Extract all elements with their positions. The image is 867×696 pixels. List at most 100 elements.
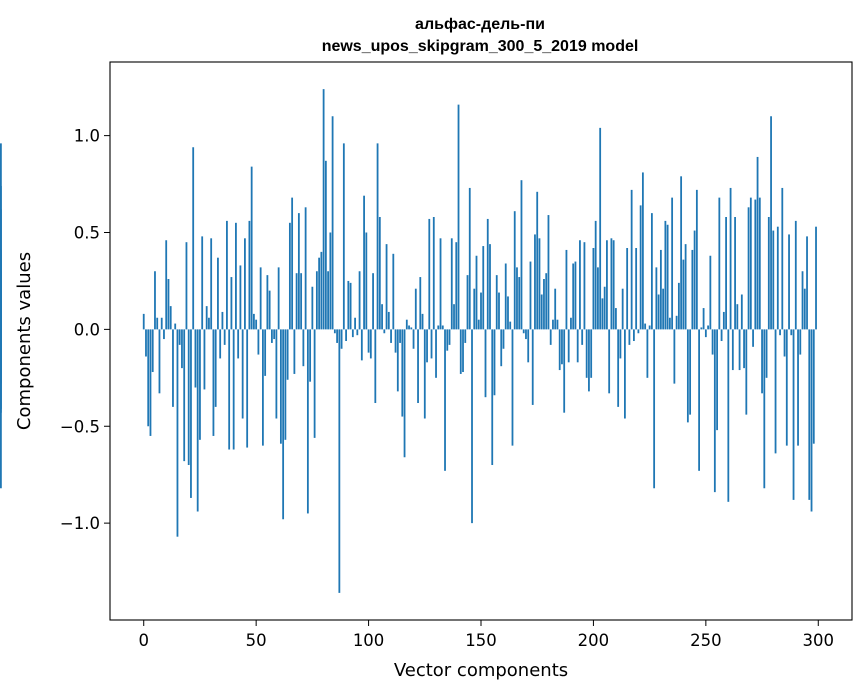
bar-174 — [534, 234, 536, 330]
bar-127 — [428, 218, 431, 330]
bar-76 — [313, 329, 316, 438]
bar-200 — [592, 248, 595, 330]
bar-298 — [812, 329, 815, 444]
bar-18 — [183, 329, 186, 462]
bar-211 — [617, 329, 620, 407]
bar-39 — [230, 277, 233, 330]
plot-frame — [109, 61, 853, 621]
bar-48 — [250, 166, 253, 330]
bar-16 — [178, 329, 181, 345]
bar-250 — [704, 329, 707, 338]
bar-255 — [716, 329, 718, 431]
bar-189 — [567, 329, 570, 363]
bar-292 — [799, 329, 802, 355]
bar-62 — [282, 329, 285, 520]
bar-223 — [644, 323, 647, 330]
bar-70 — [300, 273, 303, 330]
bar-66 — [291, 197, 294, 330]
bar-47 — [248, 220, 251, 330]
bar-204 — [601, 298, 604, 330]
bar-50 — [255, 319, 258, 330]
bar-103 — [374, 329, 377, 404]
bar-77 — [315, 271, 318, 330]
bar-285 — [783, 329, 786, 357]
bar-105 — [378, 217, 381, 330]
bar-295 — [806, 236, 808, 330]
bar-44 — [241, 329, 244, 419]
bar-160 — [502, 329, 505, 349]
bar-64 — [286, 329, 289, 380]
bar-109 — [387, 311, 390, 330]
bar-256 — [718, 197, 721, 330]
bar-96 — [358, 271, 361, 330]
bar-185 — [558, 329, 561, 371]
bar-157 — [495, 275, 498, 330]
bar-177 — [540, 294, 543, 330]
bar-151 — [482, 246, 485, 330]
bar-218 — [633, 329, 635, 342]
bar-199 — [590, 329, 593, 378]
bar-73 — [306, 329, 309, 514]
bar-138 — [453, 304, 455, 330]
bar-79 — [320, 251, 323, 330]
bar-63 — [284, 329, 287, 440]
bar-117 — [405, 319, 408, 330]
bar-208 — [610, 238, 613, 330]
bar-262 — [731, 329, 734, 371]
bar-150 — [480, 292, 482, 330]
bar-149 — [477, 319, 480, 330]
bar-33 — [217, 257, 219, 330]
bar-32 — [214, 329, 217, 407]
bar-180 — [547, 215, 550, 330]
bar-161 — [504, 263, 507, 330]
bar-206 — [606, 240, 608, 330]
bar-229 — [657, 294, 660, 330]
bar-252 — [709, 255, 712, 330]
bar-141 — [459, 329, 462, 374]
bar-undefined — [0, 329, 2, 413]
bar-234 — [668, 317, 671, 330]
bar-140 — [457, 104, 460, 330]
bar-61 — [279, 329, 282, 444]
bar-87 — [338, 329, 341, 593]
bar-136 — [448, 329, 451, 345]
bar-102 — [372, 273, 374, 330]
bar-264 — [736, 304, 739, 330]
bar-258 — [722, 311, 725, 330]
bar-282 — [776, 226, 779, 330]
bar-187 — [563, 329, 566, 413]
bar-182 — [552, 319, 554, 330]
bar-158 — [498, 292, 500, 330]
bar-142 — [462, 329, 464, 373]
bar-241 — [684, 244, 687, 330]
bar-147 — [473, 288, 476, 330]
bar-101 — [369, 329, 372, 359]
bar-131 — [437, 325, 440, 330]
bar-97 — [360, 329, 363, 361]
bar-118 — [408, 325, 410, 330]
bar-56 — [268, 290, 271, 330]
bar-212 — [619, 329, 622, 359]
bar-178 — [543, 279, 545, 330]
bar-280 — [772, 230, 775, 330]
bar-254 — [713, 329, 716, 493]
bar-273 — [756, 156, 759, 330]
bar-42 — [237, 329, 240, 359]
bar-100 — [367, 329, 370, 353]
bar-260 — [727, 329, 730, 502]
bar-268 — [745, 329, 748, 415]
bar-210 — [615, 308, 617, 330]
bar-139 — [455, 242, 458, 330]
bar-173 — [531, 329, 534, 405]
bar-276 — [763, 329, 766, 489]
bar-231 — [662, 288, 665, 330]
x-tick-label: 300 — [803, 631, 835, 650]
bar-186 — [561, 329, 563, 365]
bar-90 — [345, 329, 347, 342]
bar-164 — [511, 329, 514, 446]
bar-88 — [340, 329, 343, 349]
bar-243 — [689, 329, 692, 415]
x-tick-label: 0 — [138, 631, 149, 650]
bar-214 — [624, 329, 626, 419]
